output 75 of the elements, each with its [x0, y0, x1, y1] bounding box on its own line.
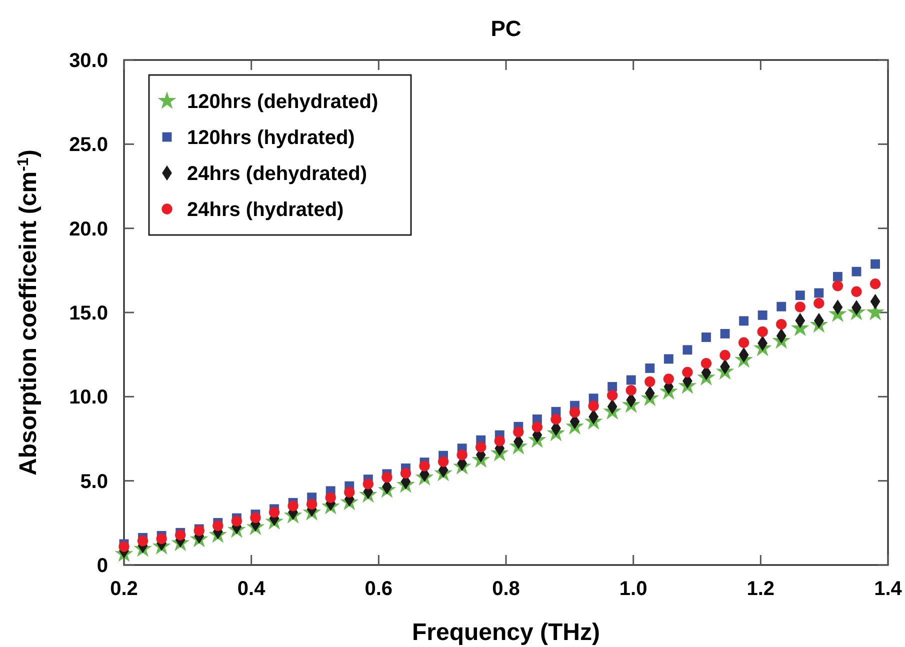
- point: [814, 298, 824, 309]
- point: [513, 426, 524, 438]
- point: [776, 302, 786, 312]
- legend-label: 120hrs (hydrated): [187, 127, 355, 149]
- point: [118, 541, 130, 552]
- x-tick-label: 0.8: [492, 578, 520, 600]
- point: [325, 492, 336, 503]
- x-tick-label: 0.4: [237, 578, 266, 600]
- point: [268, 506, 280, 518]
- y-tick-label: 10.0: [69, 386, 108, 409]
- point: [606, 390, 618, 401]
- point: [832, 272, 842, 282]
- y-tick-label: 0: [96, 555, 108, 577]
- legend-label: 24hrs (dehydrated): [187, 163, 368, 185]
- point: [626, 384, 636, 396]
- point: [306, 498, 318, 510]
- point: [794, 302, 806, 312]
- point: [870, 278, 881, 290]
- point: [288, 500, 298, 512]
- x-axis-title: Frequency (THz): [412, 619, 600, 646]
- point: [682, 366, 693, 378]
- point: [682, 345, 692, 355]
- point: [795, 290, 805, 300]
- point: [663, 374, 674, 384]
- point: [175, 530, 186, 540]
- point: [476, 442, 486, 452]
- point: [344, 486, 355, 498]
- point: [362, 478, 374, 490]
- point: [382, 472, 392, 483]
- point: [814, 288, 824, 298]
- point: [250, 512, 261, 524]
- y-tick-label: 20.0: [69, 218, 108, 240]
- point: [644, 376, 656, 387]
- x-tick-label: 0.2: [110, 578, 138, 600]
- x-tick-label: 1.2: [746, 578, 775, 600]
- point: [569, 407, 580, 418]
- point: [645, 364, 655, 373]
- legend-label: 24hrs (hydrated): [187, 199, 344, 221]
- point: [608, 382, 618, 392]
- point: [702, 332, 711, 342]
- point: [851, 286, 862, 297]
- x-tick-label: 1.4: [874, 578, 903, 600]
- point: [137, 536, 148, 546]
- point: [626, 375, 636, 385]
- point: [664, 354, 674, 364]
- y-tick-label: 15.0: [69, 302, 108, 324]
- point: [419, 460, 430, 472]
- point: [738, 337, 750, 348]
- chart-title: PC: [490, 16, 522, 41]
- point: [156, 533, 167, 544]
- point: [212, 520, 224, 532]
- y-tick-label: 30.0: [69, 50, 108, 72]
- y-tick-label: 25.0: [69, 134, 108, 156]
- point: [550, 414, 562, 425]
- point: [700, 358, 712, 369]
- point: [832, 280, 844, 292]
- point: [739, 316, 749, 326]
- point: [757, 326, 768, 338]
- point: [231, 516, 242, 526]
- point: [870, 259, 880, 269]
- x-tick-label: 0.6: [364, 578, 393, 600]
- point: [456, 450, 468, 460]
- legend-label: 120hrs (dehydrated): [187, 91, 378, 113]
- point: [758, 310, 768, 320]
- point: [438, 456, 449, 467]
- point: [588, 400, 599, 412]
- point: [776, 318, 787, 330]
- point: [720, 350, 730, 361]
- point: [400, 468, 412, 479]
- point: [494, 436, 505, 446]
- point: [532, 422, 543, 432]
- point: [720, 328, 730, 338]
- point: [852, 266, 862, 276]
- x-tick-label: 1.0: [619, 578, 648, 600]
- y-tick-label: 5.0: [80, 470, 108, 493]
